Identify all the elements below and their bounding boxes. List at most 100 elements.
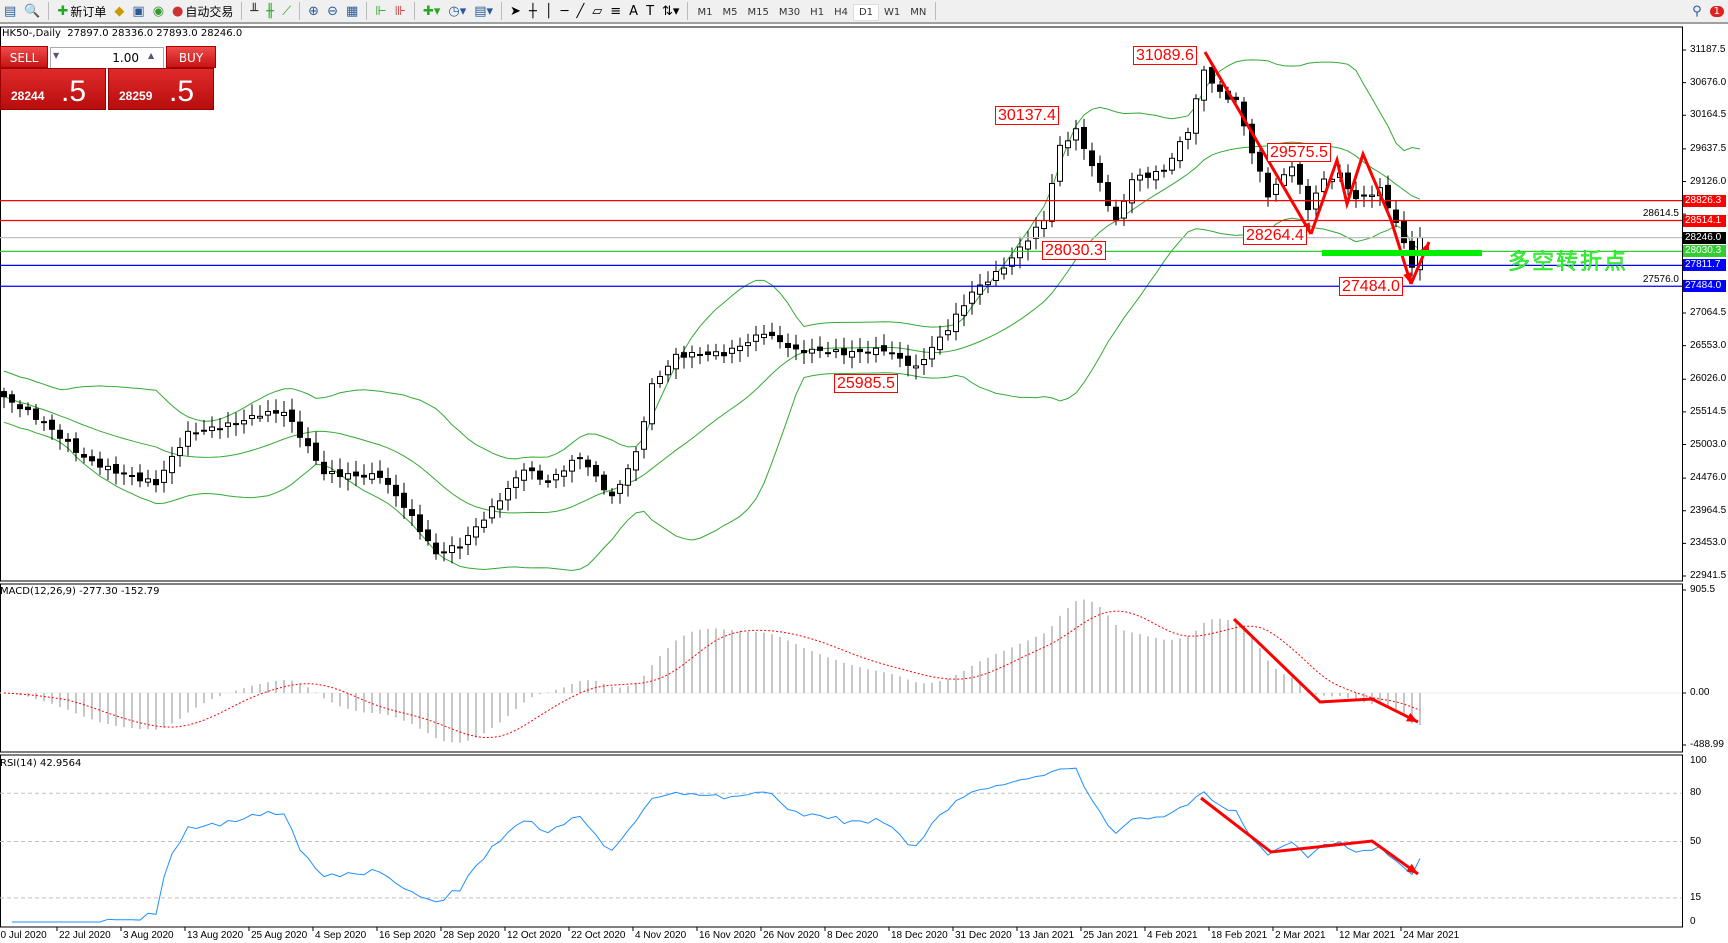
separator <box>366 2 368 20</box>
price-axis-label: 26553.0 <box>1690 339 1727 351</box>
candle-body <box>17 404 23 410</box>
candle-body <box>673 353 679 370</box>
macd-axis-label: -488.99 <box>1690 739 1724 750</box>
chart-shift-icon[interactable]: ⊪ <box>394 3 406 19</box>
price-axis-label: 31187.5 <box>1690 44 1726 55</box>
trendline-icon[interactable]: ╱ <box>576 3 585 19</box>
signals-icon[interactable]: ◉ <box>152 3 165 19</box>
timeframe-mn[interactable]: MN <box>910 7 927 18</box>
crosshair-icon[interactable]: ┼ <box>528 3 537 19</box>
vertical-line-icon[interactable]: │ <box>544 3 553 19</box>
candle-body <box>1177 141 1183 162</box>
candle-body <box>937 336 943 351</box>
tile-windows-icon[interactable]: ▦ <box>345 3 359 19</box>
candle-body <box>817 346 823 351</box>
notification-badge[interactable]: 1 <box>1706 0 1728 22</box>
timeframe-m5[interactable]: M5 <box>722 7 738 18</box>
candle-body <box>225 422 231 427</box>
candle-body <box>1265 172 1271 198</box>
periods-icon[interactable]: ◷▾ <box>448 3 467 19</box>
candle-body <box>801 349 807 354</box>
sell-price[interactable]: 28244 .5 <box>0 68 106 110</box>
price-annotation: 27484.0 <box>1339 277 1403 296</box>
bar-chart-icon[interactable]: ╨ <box>250 3 259 19</box>
candle-body <box>913 365 919 369</box>
candle-body <box>593 464 599 477</box>
candle-body <box>465 535 471 545</box>
notification-count: 1 <box>1709 5 1724 17</box>
candle-body <box>945 330 951 336</box>
candle-body <box>1369 194 1375 197</box>
timeframe-h4[interactable]: H4 <box>834 7 848 18</box>
timeframe-d1[interactable]: D1 <box>852 4 880 21</box>
candlestick-icon[interactable]: ╫ <box>266 3 275 19</box>
candle-body <box>217 428 223 431</box>
channel-icon[interactable]: ▱ <box>592 3 603 19</box>
new-chart-icon[interactable]: ▤ <box>4 3 17 19</box>
candle-body <box>977 284 983 295</box>
candle-body <box>425 529 431 542</box>
auto-trading-button[interactable]: ● 自动交易 <box>168 0 237 22</box>
candle-body <box>9 394 15 403</box>
candle-body <box>1089 150 1095 167</box>
candle-body <box>953 313 959 333</box>
candle-body <box>265 410 271 416</box>
candle-body <box>809 348 815 354</box>
candle-body <box>153 479 159 486</box>
chart-header: HK50-,Daily 27897.0 28336.0 27893.0 2824… <box>2 28 243 39</box>
buy-button[interactable]: BUY <box>166 46 216 68</box>
timeframe-h1[interactable]: H1 <box>810 7 825 18</box>
candle-body <box>1273 183 1279 195</box>
buy-price[interactable]: 28259 .5 <box>108 68 214 110</box>
profiles-icon[interactable]: 🔍 <box>24 3 41 19</box>
volume-down-icon[interactable]: ▼ <box>53 51 60 60</box>
candle-body <box>449 545 455 554</box>
price-axis-label: 27576.0 <box>1642 274 1679 286</box>
volume-up-icon[interactable]: ▲ <box>148 51 155 60</box>
price-annotation: 28030.3 <box>1042 241 1106 260</box>
indicators-icon[interactable]: ✚▾ <box>422 3 441 19</box>
plus-icon: ✚ <box>57 3 69 19</box>
horizontal-line-icon[interactable]: ─ <box>560 3 569 19</box>
line-chart-icon[interactable]: ⟋ <box>282 3 292 19</box>
one-click-trading-panel: SELL 1.00 ▼ ▲ BUY 28244 .5 28259 .5 <box>0 46 216 110</box>
candle-body <box>121 472 127 475</box>
candle-body <box>113 464 119 474</box>
price-axis-label: 27064.5 <box>1690 307 1727 318</box>
auto-scroll-icon[interactable]: ⊩ <box>375 3 387 19</box>
candle-body <box>1289 166 1295 177</box>
candle-body <box>1161 169 1167 172</box>
price-level-label: 28514.1 <box>1683 214 1726 227</box>
timeframe-m1[interactable]: M1 <box>697 7 713 18</box>
terminal-icon[interactable]: ▣ <box>132 3 145 19</box>
timeframe-w1[interactable]: W1 <box>884 7 901 18</box>
chart-window[interactable] <box>0 26 1728 943</box>
candle-body <box>585 459 591 468</box>
zoom-out-icon[interactable]: ⊖ <box>327 3 338 19</box>
candle-body <box>1209 67 1215 84</box>
metaeditor-icon[interactable]: ◆ <box>114 3 125 19</box>
timeframe-m15[interactable]: M15 <box>747 7 769 18</box>
candle-body <box>505 488 511 501</box>
candle-body <box>857 348 863 353</box>
candle-body <box>337 469 343 478</box>
fibonacci-icon[interactable]: ≡ <box>610 3 622 19</box>
arrows-icon[interactable]: ⇅▾ <box>662 3 680 19</box>
cursor-icon[interactable]: ➤ <box>510 3 521 19</box>
candle-body <box>489 506 495 519</box>
candle-body <box>713 351 719 357</box>
zoom-in-icon[interactable]: ⊕ <box>308 3 320 19</box>
volume-input[interactable]: 1.00 <box>50 47 164 69</box>
buy-price-main: 28259 <box>119 89 153 103</box>
price-level-label: 28030.3 <box>1683 245 1726 258</box>
templates-icon[interactable]: ▤▾ <box>474 3 494 19</box>
candle-body <box>1297 164 1303 185</box>
timeframe-m30[interactable]: M30 <box>778 7 801 18</box>
new-order-button[interactable]: ✚ 新订单 <box>53 0 110 22</box>
price-axis-label: 28614.5 <box>1642 208 1679 220</box>
search-icon[interactable]: ⚲ <box>1692 3 1702 19</box>
text-label-icon[interactable]: T <box>646 3 655 19</box>
sell-button[interactable]: SELL <box>0 46 48 68</box>
text-icon[interactable]: A <box>629 3 639 19</box>
macd-axis-label: 0.00 <box>1690 687 1710 698</box>
